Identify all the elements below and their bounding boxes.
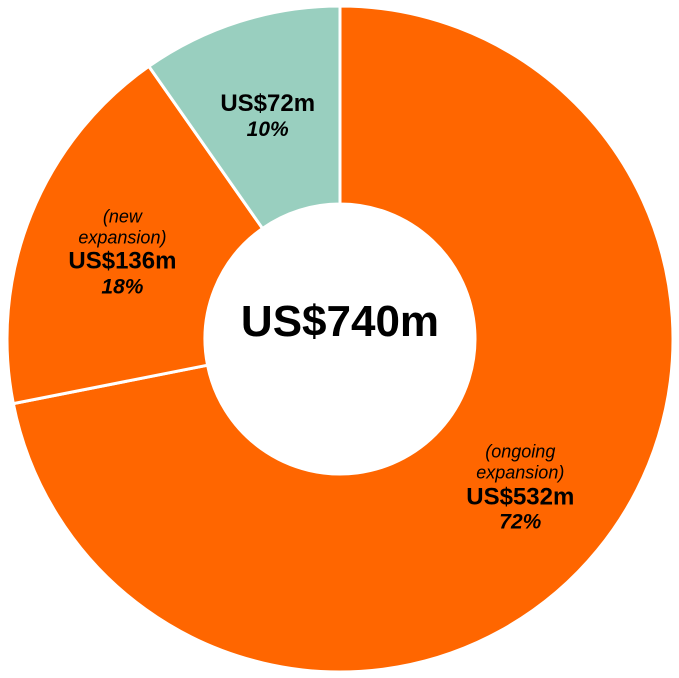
value-label: US$72m — [220, 90, 316, 118]
slice-label: US$72m 10% — [206, 91, 330, 143]
share-label: 18% — [101, 275, 144, 299]
slice — [5, 64, 265, 406]
share-label: 72% — [499, 510, 542, 534]
category-label: (new expansion) — [78, 206, 167, 247]
slice-label: (ongoing expansion) US$532m 72% — [458, 442, 582, 535]
center-label: US$740m — [240, 297, 440, 346]
slice — [11, 4, 675, 674]
slice — [146, 4, 342, 231]
value-label: US$532m — [466, 482, 575, 510]
slice-label: (new expansion) US$136m 18% — [60, 206, 184, 299]
value-label: US$136m — [68, 247, 177, 275]
category-label: (ongoing expansion) — [476, 441, 565, 483]
share-label: 10% — [246, 118, 289, 142]
